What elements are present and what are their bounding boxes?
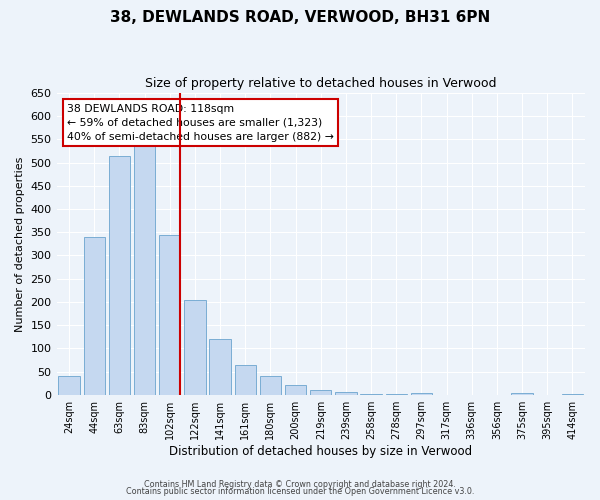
Bar (58, 376, 80, 394)
Bar (209, 339, 231, 394)
Y-axis label: Number of detached properties: Number of detached properties (15, 156, 25, 332)
Bar (134, 146, 155, 394)
Bar (83, 237, 105, 394)
Bar (159, 234, 181, 394)
Text: Contains HM Land Registry data © Crown copyright and database right 2024.: Contains HM Land Registry data © Crown c… (144, 480, 456, 489)
Bar (260, 376, 281, 394)
Bar (335, 392, 356, 394)
Text: 38 DEWLANDS ROAD: 118sqm
← 59% of detached houses are smaller (1,323)
40% of sem: 38 DEWLANDS ROAD: 118sqm ← 59% of detach… (67, 104, 334, 142)
Text: 38, DEWLANDS ROAD, VERWOOD, BH31 6PN: 38, DEWLANDS ROAD, VERWOOD, BH31 6PN (110, 10, 490, 25)
Bar (235, 364, 256, 394)
Text: Contains public sector information licensed under the Open Government Licence v3: Contains public sector information licen… (126, 487, 474, 496)
Bar (184, 300, 206, 394)
X-axis label: Distribution of detached houses by size in Verwood: Distribution of detached houses by size … (169, 444, 472, 458)
Bar (310, 390, 331, 394)
Bar (109, 156, 130, 394)
Bar (285, 386, 307, 394)
Title: Size of property relative to detached houses in Verwood: Size of property relative to detached ho… (145, 78, 497, 90)
